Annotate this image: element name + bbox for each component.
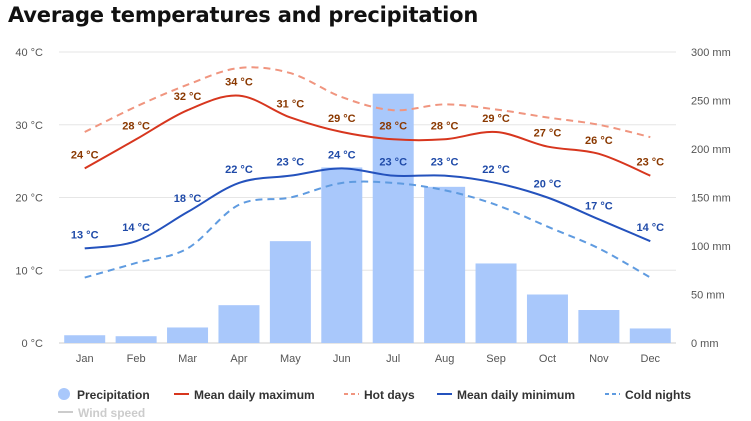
mean-daily-minimum-line[interactable] (84, 167, 651, 250)
x-tick-label: Jul (386, 353, 400, 365)
precipitation-bar[interactable] (321, 167, 363, 343)
x-tick-label: Nov (589, 353, 609, 365)
min-data-label: 14 °C (122, 222, 150, 234)
min-data-label: 22 °C (482, 164, 510, 176)
precipitation-bar[interactable] (64, 335, 106, 343)
precipitation-bar[interactable] (372, 93, 414, 344)
y-right-tick-label: 300 mm (691, 47, 731, 59)
min-data-label: 23 °C (379, 157, 407, 169)
x-tick-label: Dec (641, 353, 661, 365)
precipitation-bar[interactable] (629, 328, 671, 343)
x-tick-label: Mar (178, 353, 197, 365)
min-data-label: 14 °C (636, 222, 664, 234)
max-data-label: 31 °C (277, 98, 305, 110)
precipitation-legend-item[interactable]: Precipitation (77, 388, 150, 402)
mean-daily-maximum-legend-item[interactable]: Mean daily maximum (194, 388, 315, 402)
chart-title: Average temperatures and precipitation (8, 3, 479, 27)
precipitation-bar[interactable] (578, 310, 620, 343)
min-data-label: 18 °C (174, 193, 202, 205)
min-data-label: 20 °C (534, 179, 562, 191)
y-right-tick-label: 150 mm (691, 193, 731, 205)
x-tick-label: Feb (127, 353, 146, 365)
x-tick-label: Aug (435, 353, 455, 365)
x-tick-label: Oct (539, 353, 556, 365)
min-data-label: 22 °C (225, 164, 253, 176)
cold-nights-legend-item[interactable]: Cold nights (625, 388, 691, 402)
precipitation-legend-symbol[interactable] (58, 388, 70, 400)
min-data-label: 23 °C (277, 157, 305, 169)
y-right-tick-label: 200 mm (691, 144, 731, 156)
precipitation-bar[interactable] (115, 336, 157, 343)
cold-nights-line[interactable] (84, 180, 651, 279)
precipitation-bar[interactable] (269, 241, 311, 343)
x-tick-label: Sep (486, 353, 506, 365)
max-data-label: 27 °C (534, 128, 562, 140)
x-tick-label: May (280, 353, 301, 365)
max-data-label: 23 °C (636, 157, 664, 169)
precipitation-bar[interactable] (167, 327, 209, 343)
max-data-label: 28 °C (122, 120, 150, 132)
x-tick-label: Apr (230, 353, 247, 365)
hot-days-legend-item[interactable]: Hot days (364, 388, 415, 402)
x-tick-label: Jun (333, 353, 351, 365)
precipitation-bar[interactable] (526, 294, 568, 344)
x-tick-label: Jan (76, 353, 94, 365)
max-data-label: 34 °C (225, 77, 253, 89)
y-left-tick-label: 0 °C (21, 338, 43, 350)
mean-daily-maximum-line[interactable] (84, 94, 651, 177)
max-data-label: 29 °C (482, 113, 510, 125)
max-data-label: 32 °C (174, 91, 202, 103)
y-right-tick-label: 0 mm (691, 338, 719, 350)
min-data-label: 24 °C (328, 149, 356, 161)
mean-daily-minimum-legend-item[interactable]: Mean daily minimum (457, 388, 575, 402)
y-left-tick-label: 40 °C (15, 47, 43, 59)
min-data-label: 23 °C (431, 157, 459, 169)
hot-days-line[interactable] (84, 66, 651, 139)
max-data-label: 28 °C (379, 120, 407, 132)
y-left-tick-label: 30 °C (15, 120, 43, 132)
y-left-tick-label: 10 °C (15, 265, 43, 277)
max-data-label: 29 °C (328, 113, 356, 125)
precipitation-bar[interactable] (218, 305, 260, 343)
wind-speed-legend-item[interactable]: Wind speed (78, 406, 145, 420)
y-left-tick-label: 20 °C (15, 193, 43, 205)
y-right-tick-label: 250 mm (691, 96, 731, 108)
max-data-label: 28 °C (431, 120, 459, 132)
max-data-label: 24 °C (71, 149, 99, 161)
max-data-label: 26 °C (585, 135, 613, 147)
precipitation-bar[interactable] (475, 263, 517, 343)
precipitation-bar[interactable] (424, 186, 466, 343)
y-right-tick-label: 50 mm (691, 290, 725, 302)
min-data-label: 17 °C (585, 200, 613, 212)
y-right-tick-label: 100 mm (691, 241, 731, 253)
min-data-label: 13 °C (71, 229, 99, 241)
